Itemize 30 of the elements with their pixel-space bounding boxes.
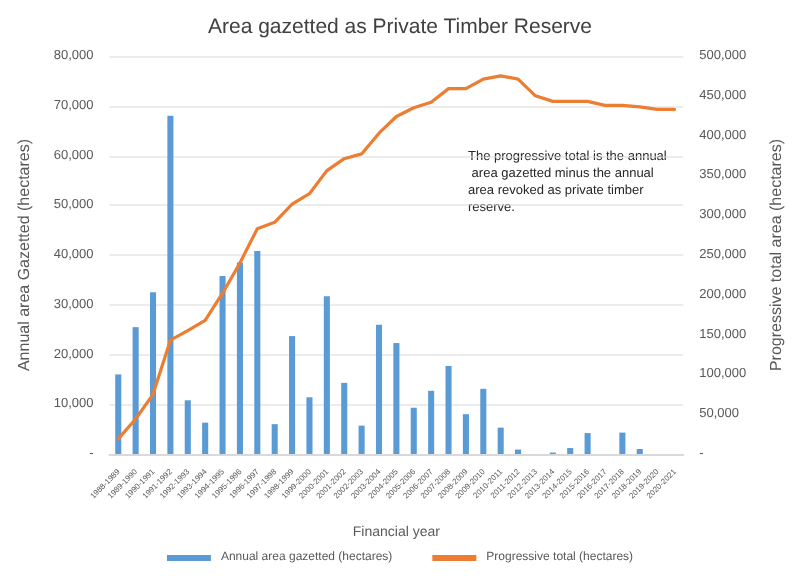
bar	[202, 422, 209, 454]
bar	[358, 425, 365, 454]
bar	[167, 115, 174, 454]
bar	[445, 365, 452, 454]
bar	[410, 407, 417, 454]
bar	[584, 433, 591, 454]
bar	[115, 374, 122, 454]
bar	[236, 262, 243, 454]
bar	[375, 324, 383, 454]
bar	[480, 388, 487, 454]
y-axis-title: Annual area Gazetted (hectares)	[15, 138, 33, 372]
bar	[254, 251, 261, 454]
bar	[219, 275, 226, 454]
bar	[132, 327, 139, 454]
bar	[289, 336, 296, 454]
bar	[149, 292, 157, 454]
bar	[306, 397, 313, 454]
bar	[271, 424, 278, 454]
bar	[619, 432, 626, 454]
chart-title: Area gazetted as Private Timber Reserve	[207, 15, 593, 39]
bar	[462, 414, 469, 454]
bar	[393, 343, 400, 454]
bar	[341, 382, 348, 454]
bar	[428, 390, 435, 454]
y2-axis-title: Progressive total area (hectares)	[767, 138, 785, 372]
bar	[567, 448, 574, 454]
line-series	[116, 74, 677, 441]
bar	[184, 400, 191, 454]
bar	[323, 296, 330, 454]
bar	[497, 427, 504, 454]
